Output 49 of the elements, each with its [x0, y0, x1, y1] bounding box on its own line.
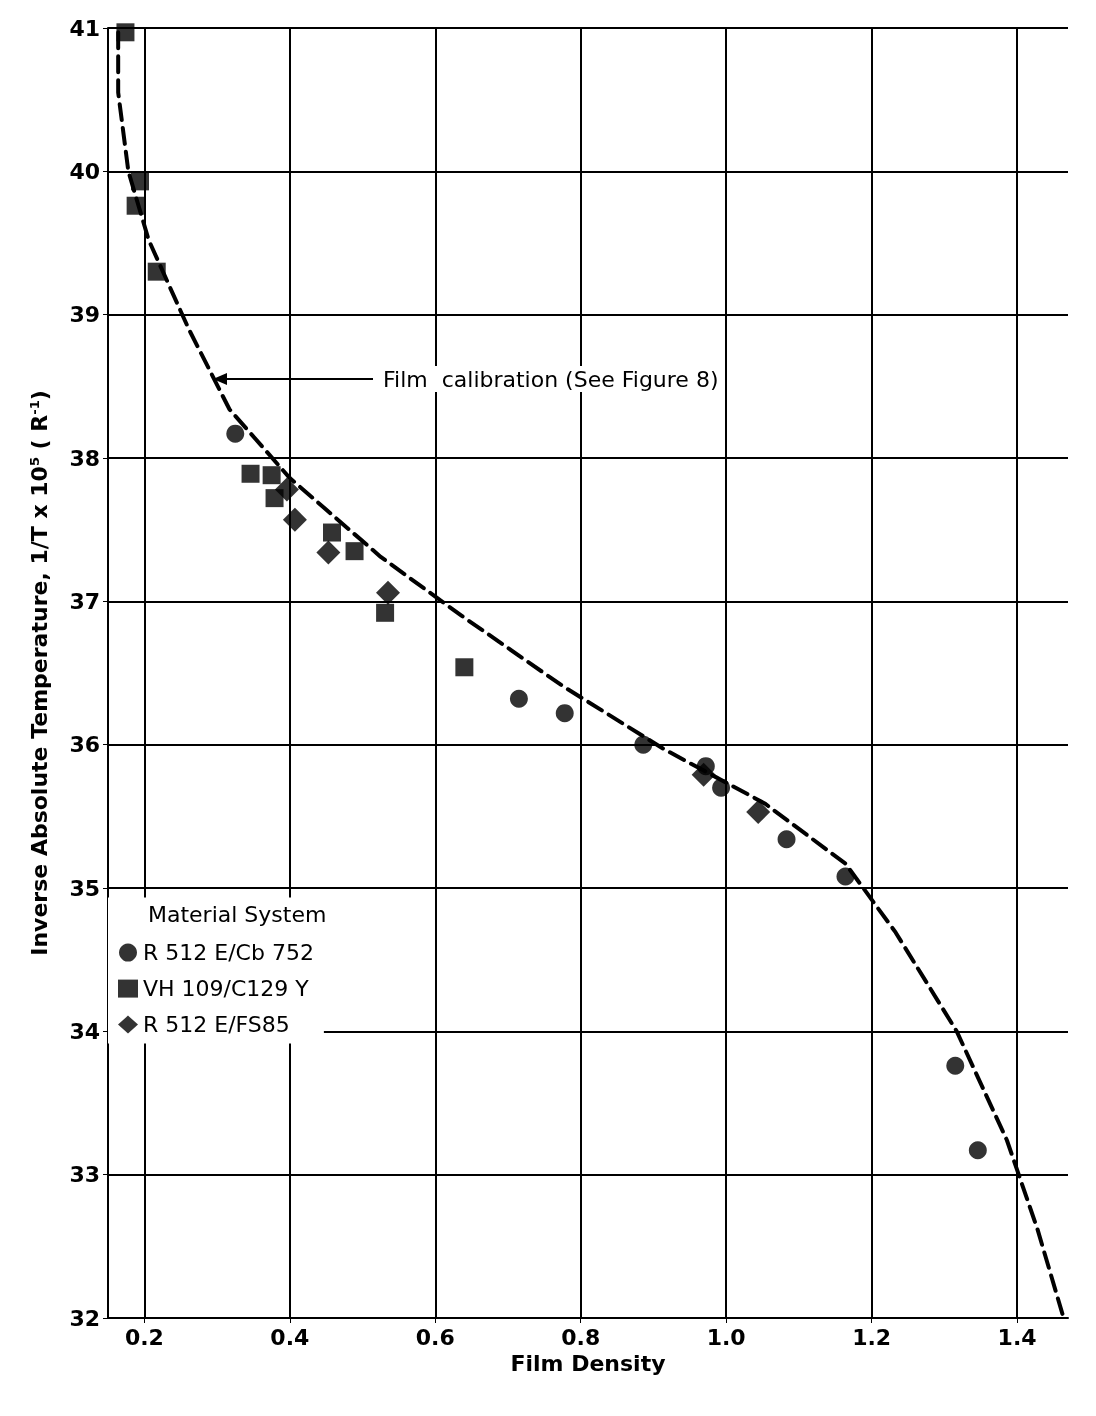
point	[455, 658, 474, 677]
x-tick-label: 1.4	[997, 1324, 1037, 1350]
point	[777, 830, 796, 849]
legend-label: R 512 E/Cb 752	[143, 940, 314, 966]
point	[712, 778, 731, 797]
y-tick-label: 40	[69, 158, 100, 184]
point	[131, 172, 149, 191]
point	[376, 580, 400, 605]
point	[116, 23, 135, 42]
point	[126, 196, 145, 215]
point	[262, 466, 281, 485]
x-tick-label: 0.6	[415, 1324, 455, 1350]
point	[946, 1056, 965, 1075]
y-tick-label: 41	[69, 15, 100, 41]
y-axis-title: Inverse Absolute Temperature, 1/T x 105 ( R-1)	[26, 390, 52, 956]
annotation: Film calibration (See Figure 8)	[383, 366, 719, 392]
y-tick-label: 39	[69, 302, 100, 328]
y-tick-label: 34	[69, 1018, 100, 1044]
y-tick-label: 33	[69, 1162, 100, 1188]
legend-label: R 512 E/FS85	[143, 1012, 290, 1038]
x-axis-title: Film Density	[510, 1351, 666, 1377]
point	[147, 262, 166, 281]
point	[376, 603, 395, 622]
point	[555, 704, 574, 723]
point	[241, 464, 260, 483]
point	[316, 540, 341, 565]
legend-title: Material System	[148, 902, 327, 928]
y-tick-label: 36	[69, 732, 100, 758]
point	[968, 1141, 987, 1160]
y-tick-label: 32	[69, 1305, 100, 1331]
point	[509, 689, 528, 708]
point	[836, 867, 855, 886]
point	[226, 424, 245, 443]
point	[345, 542, 364, 561]
legend-label: VH 109/C129 Y	[143, 976, 310, 1002]
x-tick-label: 1.2	[852, 1324, 892, 1350]
point	[274, 477, 299, 502]
y-tick-label: 38	[69, 445, 100, 471]
x-tick-label: 0.4	[270, 1324, 310, 1350]
point	[323, 523, 341, 542]
point	[282, 507, 307, 532]
point	[634, 735, 653, 754]
point	[691, 762, 716, 787]
y-tick-label: 37	[69, 588, 100, 614]
y-tick-label: 35	[69, 875, 100, 901]
x-tick-label: 0.2	[124, 1324, 164, 1350]
x-tick-label: 1.0	[706, 1324, 746, 1350]
point	[746, 800, 771, 825]
x-tick-label: 0.8	[561, 1324, 601, 1350]
